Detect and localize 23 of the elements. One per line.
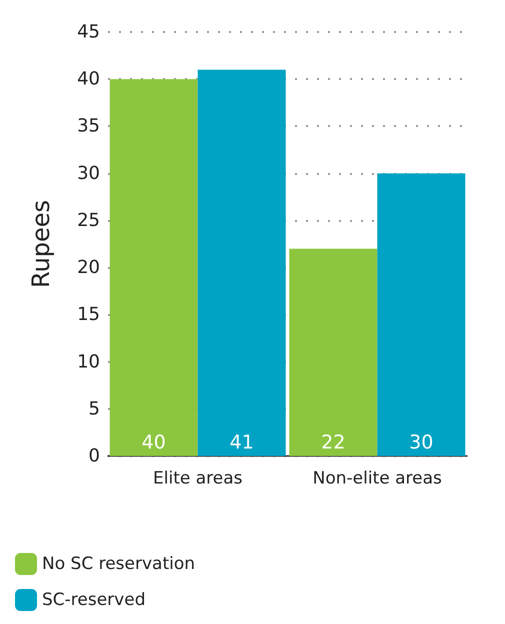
y-tick-label: 30 bbox=[77, 162, 100, 184]
y-tick-label: 35 bbox=[77, 116, 100, 137]
x-tick-label: Non-elite areas bbox=[312, 468, 442, 488]
y-axis-title: Rupees bbox=[27, 200, 55, 288]
data-label: 30 bbox=[409, 432, 434, 454]
legend-label: SC-reserved bbox=[42, 590, 146, 610]
y-tick-label: 5 bbox=[88, 398, 100, 420]
legend-label: No SC reservation bbox=[42, 554, 196, 574]
y-tick-label: 20 bbox=[77, 257, 100, 278]
y-tick-label: 15 bbox=[77, 304, 100, 326]
bar bbox=[289, 248, 378, 456]
bar bbox=[198, 70, 286, 456]
data-label: 41 bbox=[230, 432, 254, 454]
y-tick-label: 0 bbox=[88, 446, 100, 466]
data-label: 40 bbox=[142, 432, 166, 454]
y-tick-label: 25 bbox=[77, 210, 100, 231]
bar bbox=[110, 79, 198, 456]
data-label: 22 bbox=[321, 432, 346, 454]
y-tick-label: 40 bbox=[77, 68, 100, 90]
y-tick-label: 45 bbox=[77, 22, 100, 42]
y-tick-label: 10 bbox=[77, 351, 100, 372]
bar bbox=[377, 173, 466, 456]
x-tick-label: Elite areas bbox=[153, 468, 243, 488]
